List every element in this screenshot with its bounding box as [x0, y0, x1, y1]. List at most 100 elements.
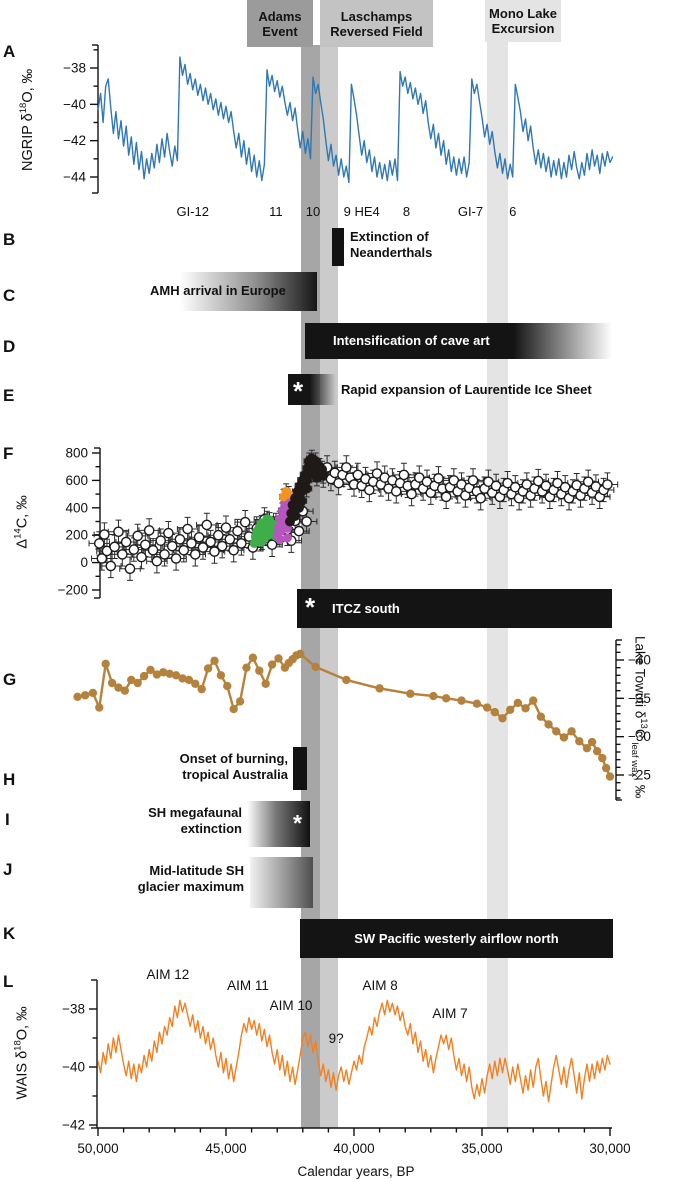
megafauna-label-line1: SH megafaunal [148, 805, 242, 820]
svg-text:−30: −30 [628, 729, 651, 744]
panel-letter-b: B [3, 230, 16, 249]
svg-text:200: 200 [65, 528, 88, 543]
ngrip-axis-label-post: O, ‰ [20, 68, 37, 103]
svg-text:35,000: 35,000 [461, 1141, 502, 1156]
amh-arrival-bar [180, 272, 317, 311]
svg-text:AIM 8: AIM 8 [362, 978, 397, 993]
sw-pacific-bar: SW Pacific westerly airflow north [300, 919, 613, 958]
glacier-maximum-label: Mid-latitude SH glacier maximum [42, 863, 244, 895]
c14-axis-label: Δ14C, ‰ [13, 495, 31, 548]
panel-letter-a: A [3, 42, 16, 61]
neanderthal-extinction-label-line1: Extinction of [350, 229, 429, 244]
svg-text:GI-12: GI-12 [176, 204, 209, 219]
c14-axis-label-post: C, ‰ [14, 495, 31, 529]
amh-arrival-label: AMH arrival in Europe [150, 283, 286, 298]
svg-text:30,000: 30,000 [589, 1141, 630, 1156]
panel-letter-c: C [3, 286, 16, 305]
svg-text:−38: −38 [63, 61, 86, 76]
wais-axis-label-post: O, ‰ [14, 1006, 31, 1041]
burning-label: Onset of burning, tropical Australia [90, 751, 288, 783]
svg-text:40,000: 40,000 [333, 1141, 374, 1156]
adams-event-header: Adams Event [247, 0, 313, 47]
laschamps-header: Laschamps Reversed Field [320, 0, 433, 47]
mono-lake-label-line2: Excursion [491, 21, 555, 36]
svg-text:9 HE4: 9 HE4 [344, 204, 380, 219]
mono-lake-header: Mono Lake Excursion [485, 0, 561, 42]
neanderthal-extinction-label-line2: Neanderthals [350, 245, 433, 260]
svg-text:10: 10 [306, 204, 320, 219]
panel-letter-f: F [3, 444, 14, 463]
towuti-axis-label-sub: leaf wax [629, 742, 641, 778]
svg-text:400: 400 [65, 500, 88, 515]
burning-label-line2: tropical Australia [182, 767, 288, 782]
towuti-axis-label-pre: Lake Towuti δ [632, 635, 648, 719]
adams-event-label-line1: Adams [258, 8, 302, 24]
panel-letter-k: K [3, 924, 16, 943]
wais-axis-label-sup: 18 [12, 1040, 24, 1051]
svg-text:800: 800 [65, 446, 88, 461]
ngrip-axis-label: NGRIP δ18O, ‰ [18, 69, 36, 171]
adams-event-label-line2: Event [262, 23, 298, 39]
cave-art-label: Intensification of cave art [333, 333, 490, 348]
laschamps-label-line1: Laschamps [340, 8, 413, 24]
itcz-south-bar [297, 589, 612, 628]
laschamps-label-line2: Reversed Field [330, 23, 423, 39]
svg-text:AIM 7: AIM 7 [432, 1006, 467, 1021]
svg-text:AIM 10: AIM 10 [270, 998, 313, 1013]
svg-text:45,000: 45,000 [205, 1141, 246, 1156]
burning-bar [293, 747, 307, 790]
neanderthal-extinction-bar [332, 228, 344, 266]
svg-text:−38: −38 [62, 1002, 85, 1017]
panel-letter-l: L [3, 972, 14, 991]
towuti-axis-label-post: , ‰ [632, 777, 648, 799]
svg-text:600: 600 [65, 473, 88, 488]
mono-lake-band [487, 42, 508, 1128]
megafauna-label: SH megafaunal extinction [40, 805, 242, 837]
ngrip-axis-label-sup: 18 [18, 102, 30, 114]
glacier-maximum-bar [250, 857, 313, 908]
itcz-south-label: ITCZ south [332, 601, 400, 616]
svg-text:−35: −35 [628, 691, 651, 706]
svg-text:−42: −42 [62, 1118, 85, 1133]
svg-text:9?: 9? [329, 1031, 344, 1046]
svg-text:0: 0 [80, 555, 88, 570]
laschamps-band [320, 47, 338, 1128]
wais-axis-label-pre: WAIS δ [14, 1050, 31, 1100]
megafauna-star: * [293, 810, 302, 836]
panel-letter-i: I [5, 810, 10, 829]
laurentide-bar [288, 374, 336, 405]
cave-art-bar [305, 323, 612, 359]
towuti-axis-label-mid: C [632, 728, 648, 743]
svg-text:−40: −40 [62, 1060, 85, 1075]
svg-text:AIM 11: AIM 11 [227, 978, 269, 993]
svg-text:50,000: 50,000 [77, 1141, 118, 1156]
megafauna-label-line2: extinction [180, 821, 242, 836]
mono-lake-label-line1: Mono Lake [489, 6, 557, 21]
megafauna-bar [247, 801, 310, 847]
svg-text:−42: −42 [63, 133, 86, 148]
svg-text:6: 6 [509, 204, 516, 219]
neanderthal-extinction-label: Extinction of Neanderthals [350, 229, 432, 261]
ngrip-axis-label-pre: NGRIP δ [20, 113, 37, 172]
glacier-maximum-label-line1: Mid-latitude SH [149, 863, 244, 878]
svg-text:−25: −25 [628, 768, 651, 783]
sw-pacific-label: SW Pacific westerly airflow north [354, 930, 559, 946]
c14-axis-label-pre: Δ [14, 538, 31, 549]
panel-letter-g: G [3, 670, 17, 689]
svg-text:GI-7: GI-7 [458, 204, 483, 219]
burning-label-line1: Onset of burning, [179, 751, 288, 766]
towuti-axis-label: Lake Towuti δ13C leaf wax, ‰ [629, 636, 649, 798]
svg-text:11: 11 [269, 204, 283, 219]
svg-text:8: 8 [403, 204, 410, 219]
svg-text:−40: −40 [628, 653, 651, 668]
svg-text:Calendar years, BP: Calendar years, BP [297, 1164, 414, 1179]
c14-axis-label-sup: 14 [12, 528, 24, 539]
panel-letter-j: J [3, 860, 13, 879]
panel-letter-d: D [3, 337, 16, 356]
towuti-axis-label-sup: 13 [638, 718, 650, 729]
glacier-maximum-label-line2: glacier maximum [137, 879, 244, 894]
svg-text:AIM 12: AIM 12 [146, 967, 189, 982]
svg-text:−44: −44 [63, 170, 86, 185]
